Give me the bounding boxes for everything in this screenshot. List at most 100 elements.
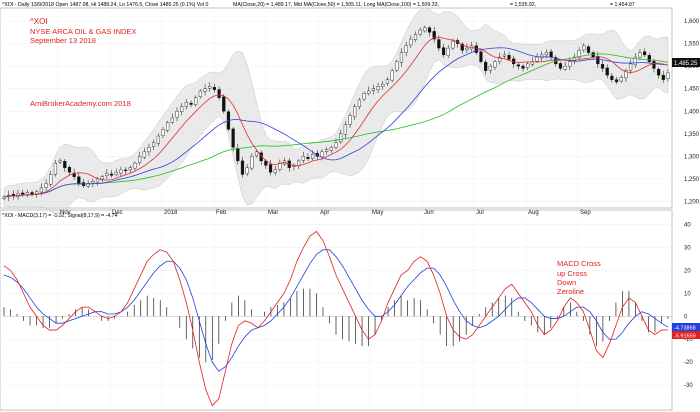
macd-tick-label: 10 (684, 291, 691, 297)
macd-line (3, 230, 669, 407)
x-tick-label: Nov (60, 210, 71, 216)
x-tick-label: Dec (112, 210, 123, 216)
candle (619, 77, 623, 82)
candle (67, 166, 72, 173)
candle (86, 183, 90, 187)
candle (610, 75, 614, 80)
price-tick-label: 1,300 (684, 154, 700, 160)
candle (479, 51, 483, 62)
candle (180, 106, 184, 112)
candle (652, 60, 656, 69)
x-axis: Nov Dec 2018 Feb Mar Apr May Jun Jul Aug Sep (60, 210, 591, 216)
index-name-label: NYSE ARCA OIL & GAS INDEX (30, 27, 136, 36)
candle (217, 89, 221, 98)
signal-line (3, 249, 669, 372)
candle (203, 88, 207, 92)
candle (437, 39, 441, 49)
candle (142, 151, 146, 158)
candle (399, 52, 404, 63)
candle (44, 183, 48, 188)
macd-tick-label: 0 (684, 314, 688, 320)
candle (245, 167, 249, 174)
candle (198, 90, 202, 98)
candle (535, 56, 539, 62)
candle (451, 41, 455, 49)
candle (568, 61, 572, 67)
candle (666, 72, 670, 79)
candle (240, 160, 245, 175)
candle (549, 51, 553, 58)
candle (133, 162, 137, 169)
x-tick-label: Jun (424, 210, 434, 216)
price-tick-label: 1,600 (684, 19, 700, 25)
candle (25, 192, 29, 196)
candle (123, 169, 128, 172)
candle (385, 79, 390, 84)
candle (493, 61, 497, 68)
price-tick-label: 1,450 (684, 87, 700, 93)
price-tick-label: 1,500 (684, 64, 700, 70)
x-tick-label: Apr (320, 210, 329, 216)
candle (381, 83, 385, 87)
candle (628, 63, 633, 71)
macd-lines (3, 230, 669, 407)
candle (577, 50, 581, 58)
macd-signal-label: -4.73868 (674, 326, 696, 332)
price-tick-label: 1,200 (684, 199, 700, 205)
candle (222, 96, 226, 112)
candle (152, 142, 156, 147)
ma-header: MA(Close,20) = 1,489.17, Mid MA(Close,50… (233, 2, 439, 8)
x-tick-label: Mar (268, 210, 278, 216)
macd-note-line3: Down (557, 278, 576, 287)
candle (526, 63, 530, 68)
macd-tick-label: -20 (684, 360, 693, 366)
candle (460, 43, 464, 51)
candle (334, 142, 338, 148)
macd-value-box (672, 331, 700, 339)
candle (516, 64, 520, 67)
ma50-line (3, 47, 669, 198)
moving-averages (3, 36, 669, 198)
candle (166, 122, 170, 131)
macd-note-line2: up Cross (557, 269, 587, 278)
candle (404, 45, 408, 53)
candle (441, 47, 446, 56)
candle (91, 180, 95, 184)
candle (194, 97, 198, 105)
ma20-line (3, 36, 669, 198)
x-tick-label: Jul (476, 210, 484, 216)
x-tick-label: 2018 (164, 210, 178, 216)
x-tick-label: May (372, 210, 383, 216)
candle (582, 45, 586, 51)
macd-header: ^XOI - MACD(3,17) = -5.92, Signal(8,17,9… (2, 213, 118, 219)
candle (507, 55, 511, 60)
candle (58, 160, 62, 163)
macd-tick-label: 30 (684, 246, 691, 252)
candle (259, 152, 263, 162)
x-tick-label: Feb (216, 210, 227, 216)
macd-tick-label: -30 (684, 383, 693, 389)
candle (413, 34, 418, 40)
candle (161, 129, 165, 136)
macd-note-line4: Zeroline (557, 287, 584, 296)
watermark-label: AmiBrokerAcademy.com 2018 (30, 99, 131, 108)
candle (367, 90, 371, 94)
candle (572, 56, 577, 61)
candle (563, 65, 567, 70)
candle (95, 178, 100, 183)
candle (119, 169, 123, 174)
price-header: ^XOI - Daily 13/9/2018 Open 1487.08, Hi … (2, 2, 208, 8)
candle (184, 102, 188, 107)
candle (311, 153, 315, 159)
candle (35, 191, 39, 195)
price-tick-label: 1,250 (684, 177, 700, 183)
candle (63, 161, 67, 168)
price-tick-label: 1,350 (684, 132, 700, 138)
ma-header-tail2: = 1,454.97 (610, 2, 635, 8)
candle (614, 79, 619, 83)
candle (147, 147, 151, 153)
candle (231, 128, 235, 148)
candle (657, 69, 661, 76)
candle (348, 115, 352, 125)
candle (128, 167, 132, 171)
